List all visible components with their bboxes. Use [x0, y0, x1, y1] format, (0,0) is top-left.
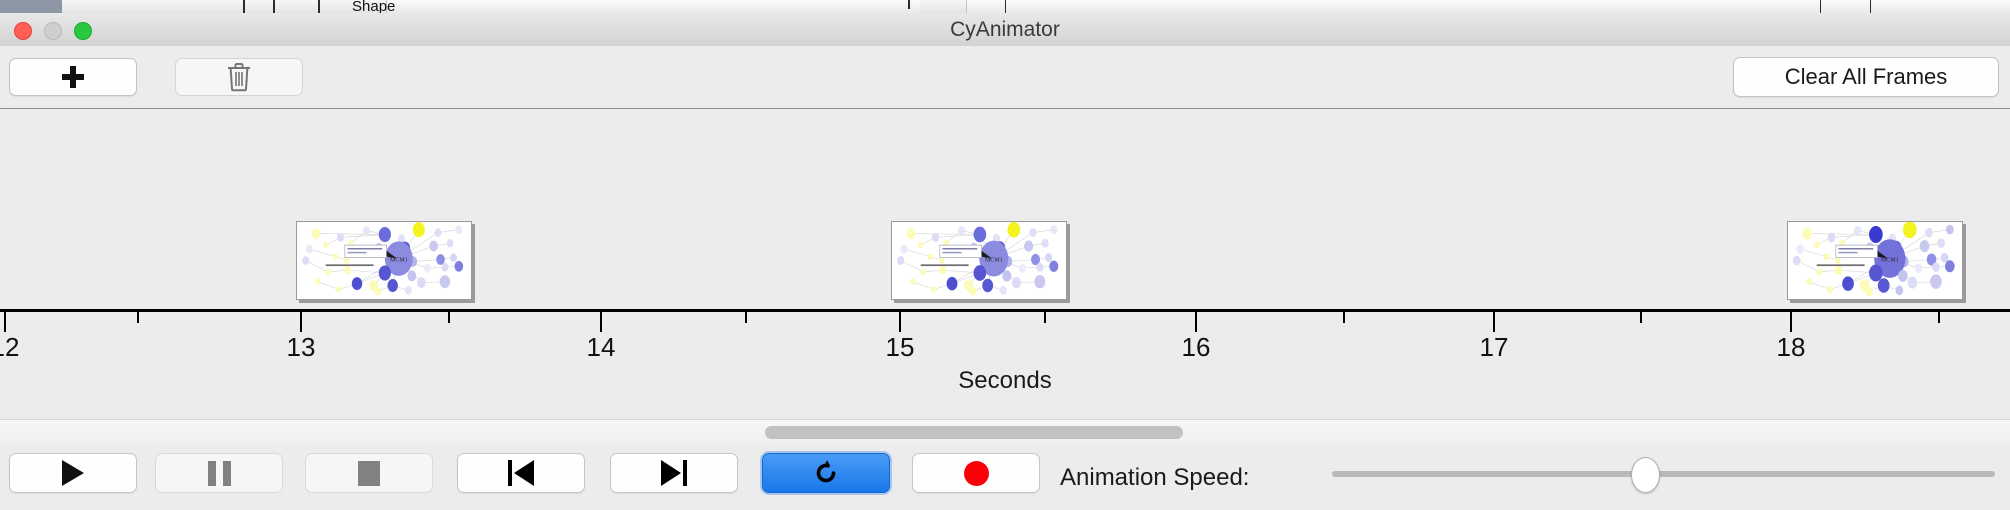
playback-control-bar: Animation Speed:	[0, 444, 2010, 510]
minimize-icon[interactable]	[44, 22, 62, 40]
axis-tick-minor	[1044, 312, 1046, 323]
bg-tab	[62, 0, 183, 13]
plus-icon	[62, 66, 84, 88]
bg-divider	[318, 0, 320, 13]
bg-tab	[920, 0, 967, 13]
delete-frame-button[interactable]	[175, 58, 303, 96]
slider-thumb[interactable]	[1631, 457, 1660, 493]
trash-icon	[228, 63, 250, 92]
axis-tick-major	[1195, 312, 1197, 332]
clear-all-frames-button[interactable]: Clear All Frames	[1733, 57, 1999, 97]
axis-tick-minor	[137, 312, 139, 323]
play-button[interactable]	[9, 453, 137, 493]
bg-tab-selected	[0, 0, 63, 13]
timeline-scrollbar[interactable]	[0, 419, 2010, 445]
timeline-axis	[0, 309, 2010, 312]
next-frame-button[interactable]	[610, 453, 738, 493]
axis-tick-label: 13	[286, 332, 316, 362]
animation-speed-label: Animation Speed:	[1060, 464, 1250, 491]
previous-frame-button[interactable]	[457, 453, 585, 493]
window-title: CyAnimator	[950, 18, 1060, 41]
stop-button[interactable]	[305, 453, 433, 493]
axis-tick-minor	[1640, 312, 1642, 323]
pause-button[interactable]	[155, 453, 283, 493]
skip-next-icon	[661, 460, 687, 486]
axis-tick-minor	[745, 312, 747, 323]
axis-tick-label: 17	[1479, 332, 1509, 362]
add-frame-button[interactable]	[9, 58, 137, 96]
title-bar[interactable]: CyAnimator	[0, 13, 2010, 47]
bg-divider	[1005, 0, 1006, 13]
axis-tick-major	[300, 312, 302, 332]
axis-tick-major	[1493, 312, 1495, 332]
bg-tab	[302, 0, 387, 13]
stop-icon	[358, 460, 380, 486]
axis-title: Seconds	[958, 367, 1052, 394]
bg-divider	[1820, 0, 1821, 13]
pause-icon	[207, 460, 231, 486]
axis-tick-major	[1790, 312, 1792, 332]
axis-tick-label: 15	[885, 332, 915, 362]
maximize-icon[interactable]	[74, 22, 92, 40]
close-icon[interactable]	[14, 22, 32, 40]
axis-tick-minor	[448, 312, 450, 323]
svg-text:MCM1: MCM1	[390, 256, 408, 263]
axis-tick-label: 18	[1776, 332, 1806, 362]
axis-tick-label: 14	[586, 332, 616, 362]
loop-icon	[816, 460, 836, 483]
timeline-frame-thumbnail[interactable]: MCM1	[1787, 221, 1963, 300]
timeline-frame-thumbnail[interactable]: MCM1	[891, 221, 1067, 300]
scrollbar-thumb[interactable]	[765, 426, 1183, 439]
timeline-panel[interactable]: MCM1 MCM1 MCM1 Seconds 12 13 14 15 16 17 18	[0, 109, 2010, 419]
bg-divider	[243, 0, 245, 13]
axis-tick-major	[600, 312, 602, 332]
bg-divider	[1870, 0, 1871, 13]
timeline-frame-thumbnail[interactable]: MCM1	[296, 221, 472, 300]
bg-divider	[273, 0, 275, 13]
svg-text:MCM1: MCM1	[985, 256, 1003, 263]
axis-tick-minor	[1343, 312, 1345, 323]
axis-tick-major	[899, 312, 901, 332]
bg-divider	[908, 0, 910, 9]
frame-toolbar: Clear All Frames	[0, 46, 2010, 109]
axis-tick-major	[4, 312, 6, 332]
record-icon	[963, 460, 989, 486]
skip-previous-icon	[508, 460, 534, 486]
play-icon	[62, 460, 84, 486]
background-window-strip: Shape	[0, 0, 2010, 14]
bg-tab	[182, 0, 243, 13]
axis-tick-label: 12	[0, 332, 20, 362]
record-button[interactable]	[912, 453, 1040, 493]
svg-text:MCM1: MCM1	[1881, 256, 1899, 263]
bg-text-fragment: Shape	[352, 0, 396, 14]
axis-tick-minor	[1938, 312, 1940, 323]
loop-button[interactable]	[762, 453, 890, 493]
axis-tick-label: 16	[1181, 332, 1211, 362]
slider-track	[1332, 471, 1995, 477]
animation-speed-slider[interactable]	[1332, 457, 1995, 493]
